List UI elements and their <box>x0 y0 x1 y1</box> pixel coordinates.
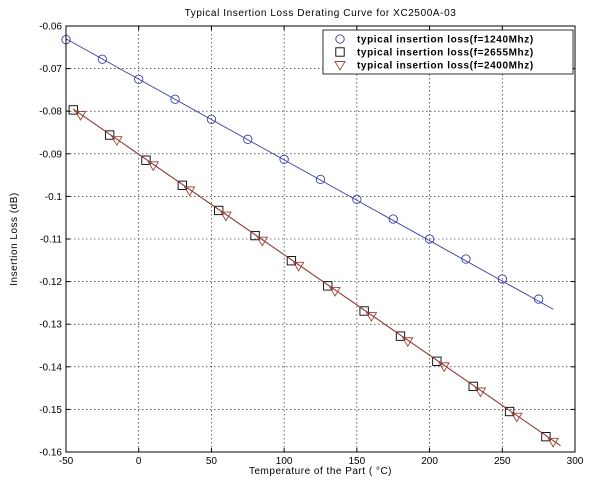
series-1-point <box>134 74 144 84</box>
series-3-point <box>183 186 196 197</box>
series-3-point <box>147 161 160 172</box>
series-2-point <box>177 180 187 190</box>
series-2-point <box>504 406 515 417</box>
legend-marker-1 <box>335 34 345 44</box>
grid <box>66 26 575 452</box>
x-tick-label: 300 <box>567 456 584 467</box>
series-3-point <box>329 287 341 297</box>
series-3-point <box>111 136 123 147</box>
series-3-point <box>547 437 559 448</box>
series-1-line <box>65 38 554 310</box>
y-tick-label: -0.12 <box>39 277 62 288</box>
series-2-point <box>141 155 151 165</box>
y-tick-label: -0.13 <box>39 320 62 331</box>
series-1-point <box>497 274 507 284</box>
series-1-point <box>533 294 544 304</box>
y-tick-label: -0.14 <box>39 362 62 373</box>
legend-label-3: typical insertion loss(f=2400Mhz) <box>357 61 534 72</box>
series-2-point <box>214 205 224 216</box>
x-axis-title: Temperature of the Part ( °C) <box>249 466 392 477</box>
series-1-point <box>388 214 398 224</box>
series-2-point <box>359 306 369 316</box>
series-layer <box>61 34 561 448</box>
x-tick-label: 250 <box>494 456 511 467</box>
series-1-point <box>315 174 326 185</box>
series-1 <box>61 34 554 310</box>
series-3-point <box>438 362 450 373</box>
y-tick-label: -0.11 <box>40 235 62 246</box>
x-tick-label: -50 <box>59 456 74 467</box>
y-tick-label: -0.15 <box>39 405 62 416</box>
series-2-point <box>286 256 297 266</box>
series-2-point <box>104 130 115 140</box>
x-tick-label: 150 <box>349 456 366 467</box>
series-1-point <box>170 94 180 104</box>
y-tick-label: -0.06 <box>39 22 62 33</box>
y-axis-title: Insertion Loss (dB) <box>9 192 20 285</box>
series-3-point <box>292 261 305 272</box>
x-tick-label: 100 <box>276 456 293 467</box>
series-1-point <box>206 114 217 124</box>
series-3-point <box>365 312 378 322</box>
legend-box <box>322 29 574 75</box>
series-3-line <box>73 108 561 446</box>
series-1-point <box>243 134 253 144</box>
series-1-point <box>97 54 108 64</box>
series-3-point <box>511 412 523 423</box>
axis-ticks: -50 0 50 100 150 200 250 300 -0.16 -0.15 -0.14 -0.1… <box>39 22 584 468</box>
y-tick-label: -0.16 <box>39 448 62 459</box>
series-2-point <box>68 105 78 115</box>
series-2-point <box>323 281 333 291</box>
legend: typical insertion loss(f=1240Mhz) typical… <box>322 29 574 75</box>
series-3 <box>73 108 561 448</box>
series-1-point <box>279 154 289 164</box>
series-3-point <box>474 387 487 398</box>
series-1-point <box>352 194 362 205</box>
series-2-point <box>432 356 442 366</box>
series-2-point <box>468 381 478 392</box>
series-3-point <box>401 337 414 348</box>
series-1-point <box>461 254 471 264</box>
series-2-point <box>395 331 406 341</box>
y-tick-label: -0.07 <box>39 64 62 75</box>
x-tick-label: 0 <box>136 456 142 467</box>
series-3-point <box>220 211 232 222</box>
series-3-point <box>256 236 269 247</box>
x-tick-label: 50 <box>206 456 218 467</box>
chart-title: Typical Insertion Loss Derating Curve fo… <box>185 8 457 19</box>
y-tick-label: -0.08 <box>39 107 62 118</box>
x-tick-label: 200 <box>421 456 438 467</box>
legend-marker-3 <box>334 61 346 71</box>
series-2-point <box>541 432 551 442</box>
series-3-point <box>74 111 87 121</box>
y-tick-label: -0.09 <box>39 149 62 160</box>
legend-marker-2 <box>335 47 345 57</box>
legend-label-2: typical insertion loss(f=2655Mhz) <box>357 48 534 59</box>
legend-label-1: typical insertion loss(f=1240Mhz) <box>357 35 534 46</box>
series-1-point <box>424 234 435 244</box>
series-2-point <box>250 230 260 241</box>
y-tick-label: -0.1 <box>45 192 63 203</box>
